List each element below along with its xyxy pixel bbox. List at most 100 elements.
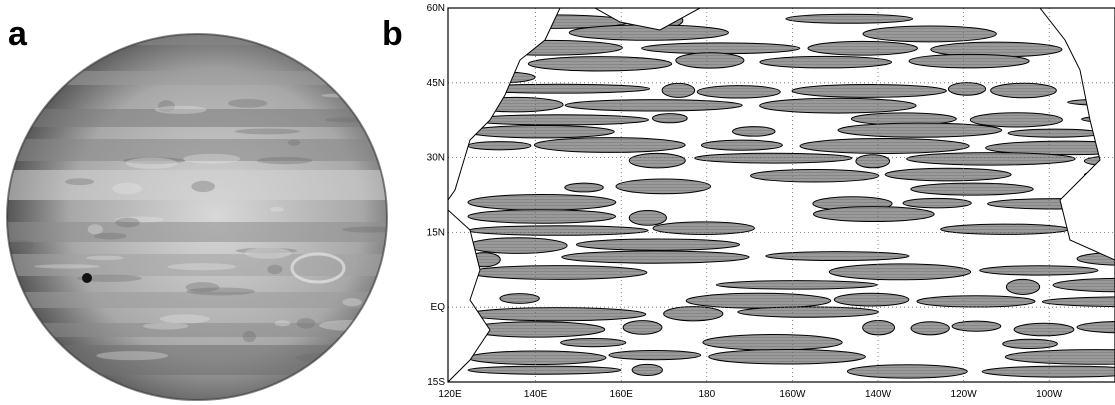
anomaly-band xyxy=(906,152,1076,166)
anomaly-band xyxy=(969,112,1063,128)
anomaly-band xyxy=(1005,278,1041,295)
anomaly-band xyxy=(694,152,853,164)
lat-label: 15S xyxy=(427,377,445,388)
planet-cloud xyxy=(235,128,300,135)
planet-cloud xyxy=(65,178,95,186)
lon-label: 140E xyxy=(524,389,548,400)
planet-band xyxy=(7,139,387,161)
planet-cloud xyxy=(267,264,283,275)
anomaly-band xyxy=(846,364,968,379)
map xyxy=(447,7,1115,383)
planet-cloud xyxy=(93,232,127,240)
anomaly-band xyxy=(467,225,649,236)
anomaly-band xyxy=(799,138,970,154)
anomaly-band xyxy=(564,99,743,112)
lat-label: 15N xyxy=(427,227,445,238)
anomaly-band xyxy=(759,97,917,114)
anomaly-band xyxy=(910,321,950,336)
anomaly-band xyxy=(855,154,891,169)
anomaly-band xyxy=(981,365,1115,378)
lat-label: 45N xyxy=(427,78,445,89)
anomaly-band xyxy=(702,334,843,351)
anomaly-band xyxy=(631,363,663,377)
planet-band xyxy=(7,323,387,337)
anomaly-band xyxy=(1013,322,1075,337)
anomaly-band xyxy=(916,295,1036,308)
planet-cloud xyxy=(270,207,285,212)
planet-cloud xyxy=(325,117,376,123)
anomaly-band xyxy=(833,292,910,307)
planet-image xyxy=(6,33,388,401)
anomaly-band xyxy=(910,182,1034,196)
anomaly-band xyxy=(990,82,1057,99)
anomaly-band xyxy=(467,350,607,366)
anomaly-band xyxy=(785,13,914,24)
planet-cloud xyxy=(112,182,142,195)
anomaly-band xyxy=(467,193,617,211)
anomaly-band xyxy=(675,52,745,69)
anomaly-band xyxy=(1002,338,1058,349)
anomaly-band xyxy=(1004,349,1115,365)
anomaly-band xyxy=(467,307,647,322)
planet-cloud xyxy=(115,217,140,228)
planet-cloud xyxy=(158,100,175,113)
planet-band xyxy=(7,170,387,200)
anomaly-band xyxy=(700,139,783,151)
anomaly-band xyxy=(467,265,648,280)
anomaly-band xyxy=(862,25,997,43)
planet-cloud xyxy=(287,139,301,146)
anomaly-band xyxy=(951,320,1002,332)
anomaly-band xyxy=(828,263,972,281)
anomaly-band xyxy=(575,238,741,251)
planet-cloud xyxy=(295,352,365,363)
planet-cloud xyxy=(167,263,236,271)
anomaly-band xyxy=(622,320,663,335)
anomaly-band xyxy=(1076,321,1115,334)
planet-cloud xyxy=(274,320,291,327)
planet-band xyxy=(7,34,387,45)
anomaly-band xyxy=(467,365,622,375)
anomaly-band xyxy=(467,141,532,151)
anomaly-band xyxy=(499,293,540,304)
anomaly-band xyxy=(902,197,972,209)
anomaly-band xyxy=(560,337,627,348)
planet-cloud xyxy=(235,247,297,254)
planet-cloud xyxy=(321,93,363,98)
lat-label: EQ xyxy=(431,302,446,313)
lon-label: 100W xyxy=(1036,389,1063,400)
anomaly-band xyxy=(467,209,617,224)
anomaly-band xyxy=(467,125,615,139)
anomaly-band xyxy=(533,137,686,153)
anomaly-band xyxy=(940,223,1070,235)
anomaly-band xyxy=(685,292,832,309)
anomaly-band xyxy=(651,113,688,124)
anomaly-band xyxy=(837,122,1003,138)
anomaly-band xyxy=(765,251,910,261)
lat-label: 30N xyxy=(427,153,445,164)
planet-cloud xyxy=(183,153,241,164)
lon-label: 120W xyxy=(951,389,978,400)
anomaly-band xyxy=(750,168,880,183)
anomaly-band xyxy=(908,53,1030,69)
anomaly-band xyxy=(628,210,667,226)
anomaly-band xyxy=(884,167,1012,182)
planet-cloud xyxy=(342,226,387,233)
anomaly-band xyxy=(979,265,1099,276)
planet-cloud xyxy=(125,157,178,169)
lon-label: 140W xyxy=(865,389,892,400)
anomaly-band xyxy=(1041,296,1115,308)
planet-band xyxy=(7,109,387,127)
anomaly-band xyxy=(628,152,686,169)
planet-cloud xyxy=(122,157,186,164)
anomaly-band xyxy=(564,182,604,193)
planet-band xyxy=(7,71,387,85)
planet-cloud xyxy=(191,180,215,193)
anomaly-band xyxy=(715,280,878,290)
anomaly-band xyxy=(1007,128,1103,138)
planet-cloud xyxy=(115,216,165,223)
anomaly-band xyxy=(561,250,750,264)
anomaly-band xyxy=(527,56,673,72)
planet-cloud xyxy=(87,224,103,235)
